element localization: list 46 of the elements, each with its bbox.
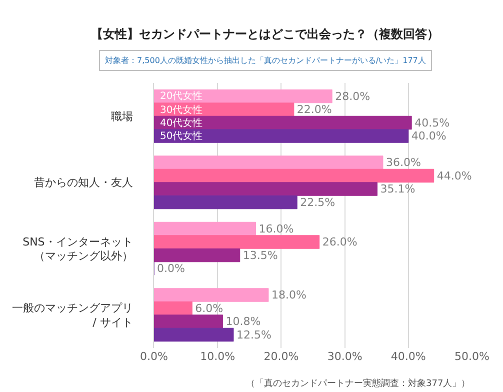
series-label: 20代女性: [160, 90, 203, 102]
y-tick-label: 昔からの知人・友人: [34, 176, 133, 190]
bar: [154, 168, 434, 183]
data-label: 26.0%: [322, 236, 358, 249]
data-label: 0.0%: [157, 262, 185, 276]
y-tick-label: 職場: [110, 110, 133, 123]
data-label: 16.0%: [258, 222, 294, 236]
x-tick-label: 10.0%: [200, 350, 236, 363]
data-label: 35.1%: [380, 182, 416, 196]
bar: [154, 248, 240, 262]
data-label: 28.0%: [335, 90, 370, 103]
x-tick-label: 40.0%: [390, 350, 426, 363]
series-label: 30代女性: [160, 104, 203, 116]
series-label: 50代女性: [160, 130, 203, 142]
text: （「真のセカンドパートナー実態調査：対象377人」）: [246, 378, 470, 389]
data-label: 22.5%: [300, 196, 336, 209]
x-tick-label: 50.0%: [454, 350, 490, 363]
bar: [154, 222, 256, 236]
data-label: 6.0%: [195, 302, 224, 315]
data-label: 36.0%: [386, 156, 421, 170]
bar: [154, 314, 223, 328]
bar: [154, 195, 298, 210]
data-label: 13.5%: [242, 248, 278, 262]
bar: [154, 328, 234, 342]
data-label: 44.0%: [436, 169, 472, 182]
bar: [154, 116, 412, 130]
y-tick-label: 一般のマッチングアプリ / サイト: [12, 302, 133, 329]
data-label: 10.8%: [226, 315, 261, 328]
data-label: 18.0%: [271, 288, 306, 302]
data-label: 40.5%: [414, 116, 450, 130]
data-label: 40.0%: [411, 130, 446, 143]
x-tick-label: 30.0%: [327, 350, 362, 363]
bar: [154, 235, 320, 249]
data-label: 12.5%: [236, 328, 272, 342]
bar: [154, 288, 269, 302]
series-label: 40代女性: [160, 117, 203, 129]
y-tick-label: SNS・インターネット（マッチング以外）: [22, 235, 133, 263]
data-label: 22.0%: [296, 103, 332, 116]
chart-subtitle: 対象者：7,500人の既婚女性から抽出した「真のセカンドパートナーがいる/いた」177人: [105, 56, 426, 65]
bar: [154, 156, 384, 170]
x-tick-label: 20.0%: [264, 350, 299, 363]
bar: [154, 301, 192, 316]
bar: [154, 182, 378, 196]
chart-title: 【女性】セカンドパートナーとはどこで出会った？（複数回答）: [91, 27, 439, 41]
x-tick-label: 0.0%: [140, 350, 168, 363]
bar: [154, 129, 409, 143]
